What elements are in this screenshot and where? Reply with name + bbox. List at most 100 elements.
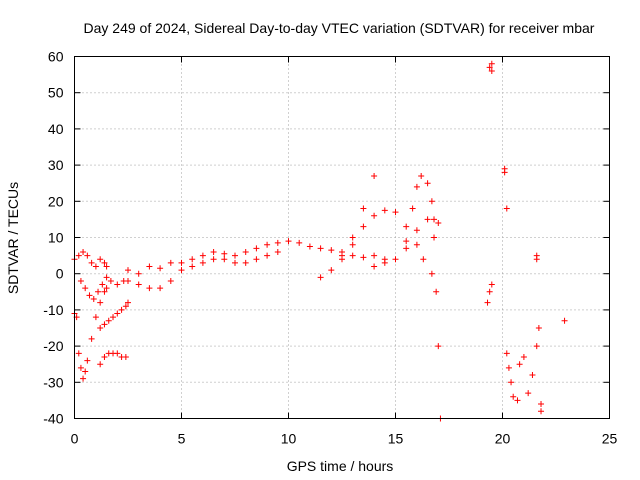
y-tick-label: -40 (43, 411, 63, 427)
data-point-main-band (210, 248, 217, 255)
y-tick-label: -20 (43, 338, 63, 354)
data-point-early-arc-b (82, 285, 89, 292)
data-point-scattered (533, 343, 540, 350)
y-tick-label: 50 (48, 85, 64, 101)
x-tick-label: 25 (602, 431, 618, 447)
data-point-early-low (101, 353, 108, 360)
x-tick-label: 20 (495, 431, 511, 447)
data-point-early-low (97, 361, 104, 368)
data-point-early-arc-a (88, 259, 95, 266)
data-point-scattered (486, 64, 493, 71)
data-point-late-low-arc (371, 263, 378, 270)
axis-ticks: 0 5 10 15 20 25 -40 -30 -20 -10 0 10 20 30 40 50 60 (43, 49, 617, 447)
data-point-scattered (503, 205, 510, 212)
data-point-early-arc-a (92, 263, 99, 270)
data-point-early-arc-b (107, 277, 114, 284)
data-point-early-arc-b (86, 292, 93, 299)
data-point-lower-band (264, 252, 271, 259)
data-point-early-rise (125, 299, 131, 306)
data-point-hump (349, 241, 356, 248)
data-point-scattered (488, 60, 495, 67)
data-point-early-arc-b (125, 277, 131, 284)
data-point-late-low-arc (403, 245, 410, 252)
data-point-scattered (533, 252, 540, 259)
data-point-scattered (510, 393, 517, 400)
data-point-descender (433, 288, 440, 295)
data-point-scattered (525, 390, 532, 397)
data-point-lower-band (274, 248, 281, 255)
data-point-descender (428, 198, 435, 205)
data-point-early-rise (114, 310, 121, 317)
data-point-descender (413, 183, 420, 190)
data-point-hump (371, 212, 378, 219)
data-point-main-band (125, 267, 131, 274)
data-point-descender (424, 180, 431, 187)
x-tick-label: 0 (71, 431, 79, 447)
data-point-lower-band (199, 259, 206, 266)
data-point-main-band (360, 254, 367, 261)
data-point-early-low (122, 353, 129, 360)
data-point-hump (381, 207, 388, 214)
data-point-scattered (488, 67, 495, 74)
data-point-hump (428, 270, 435, 277)
data-point-descender (418, 172, 425, 179)
data-point-main-band (349, 252, 356, 259)
data-point-lower-band (242, 259, 249, 266)
data-point-lower-band (253, 256, 260, 263)
data-point-lower-band (146, 285, 153, 292)
data-point-scattered (535, 325, 542, 331)
data-point-rising-arc (360, 205, 367, 212)
data-point-lower-band (178, 267, 185, 274)
data-point-early-dive (97, 299, 104, 306)
y-tick-label: 10 (48, 230, 64, 246)
data-point-scattered (505, 364, 512, 371)
y-axis-label: SDTVAR / TECUs (5, 182, 21, 294)
data-point-hump (360, 223, 367, 230)
data-point-early-dive (75, 350, 82, 357)
data-point-descender (431, 234, 438, 241)
data-point-main-band (274, 239, 281, 246)
data-point-descender (403, 238, 410, 245)
data-point-scattered (538, 408, 545, 415)
data-point-early-arc-a (97, 256, 104, 263)
data-point-early-rise (122, 303, 129, 310)
data-point-hump (420, 256, 427, 263)
data-point-early-rise (110, 314, 117, 321)
data-point-main-band (296, 239, 303, 246)
data-point-early-dive (84, 357, 91, 364)
data-point-main-band (146, 263, 153, 270)
data-point-hump (413, 241, 420, 248)
data-point-hump (403, 223, 410, 230)
data-point-descender (435, 343, 442, 350)
y-tick-label: 40 (48, 121, 64, 137)
data-point-main-band (157, 265, 164, 272)
x-tick-label: 15 (388, 431, 404, 447)
data-point-descender (409, 205, 416, 212)
data-point-late-low-arc (435, 220, 442, 227)
data-point-main-band (232, 252, 238, 259)
data-point-early-arc-b (95, 288, 102, 295)
data-point-early-arc-a (101, 259, 108, 266)
data-point-lower-band (221, 256, 228, 263)
y-tick-label: -10 (43, 302, 63, 318)
data-point-lower-band (167, 277, 174, 284)
data-point-scattered (520, 353, 527, 360)
data-point-main-band (253, 245, 260, 252)
data-point-early-rise (101, 321, 108, 328)
plot-area (71, 60, 568, 422)
data-point-late-low-arc (381, 259, 388, 266)
data-point-hump (392, 209, 399, 216)
data-point-main-band (371, 252, 378, 259)
data-point-early-rise (118, 306, 125, 313)
data-point-early-dive (88, 335, 95, 342)
data-point-main-band (167, 259, 174, 266)
data-point-rising-arc (317, 274, 324, 281)
data-point-main-band (317, 245, 324, 252)
data-point-main-band (135, 270, 142, 277)
data-point-early-dive (92, 314, 99, 321)
data-point-early-dive (103, 285, 110, 292)
data-point-early-low (114, 350, 121, 357)
data-point-lower-band (232, 259, 238, 266)
chart-title: Day 249 of 2024, Sidereal Day-to-day VTE… (84, 20, 595, 36)
